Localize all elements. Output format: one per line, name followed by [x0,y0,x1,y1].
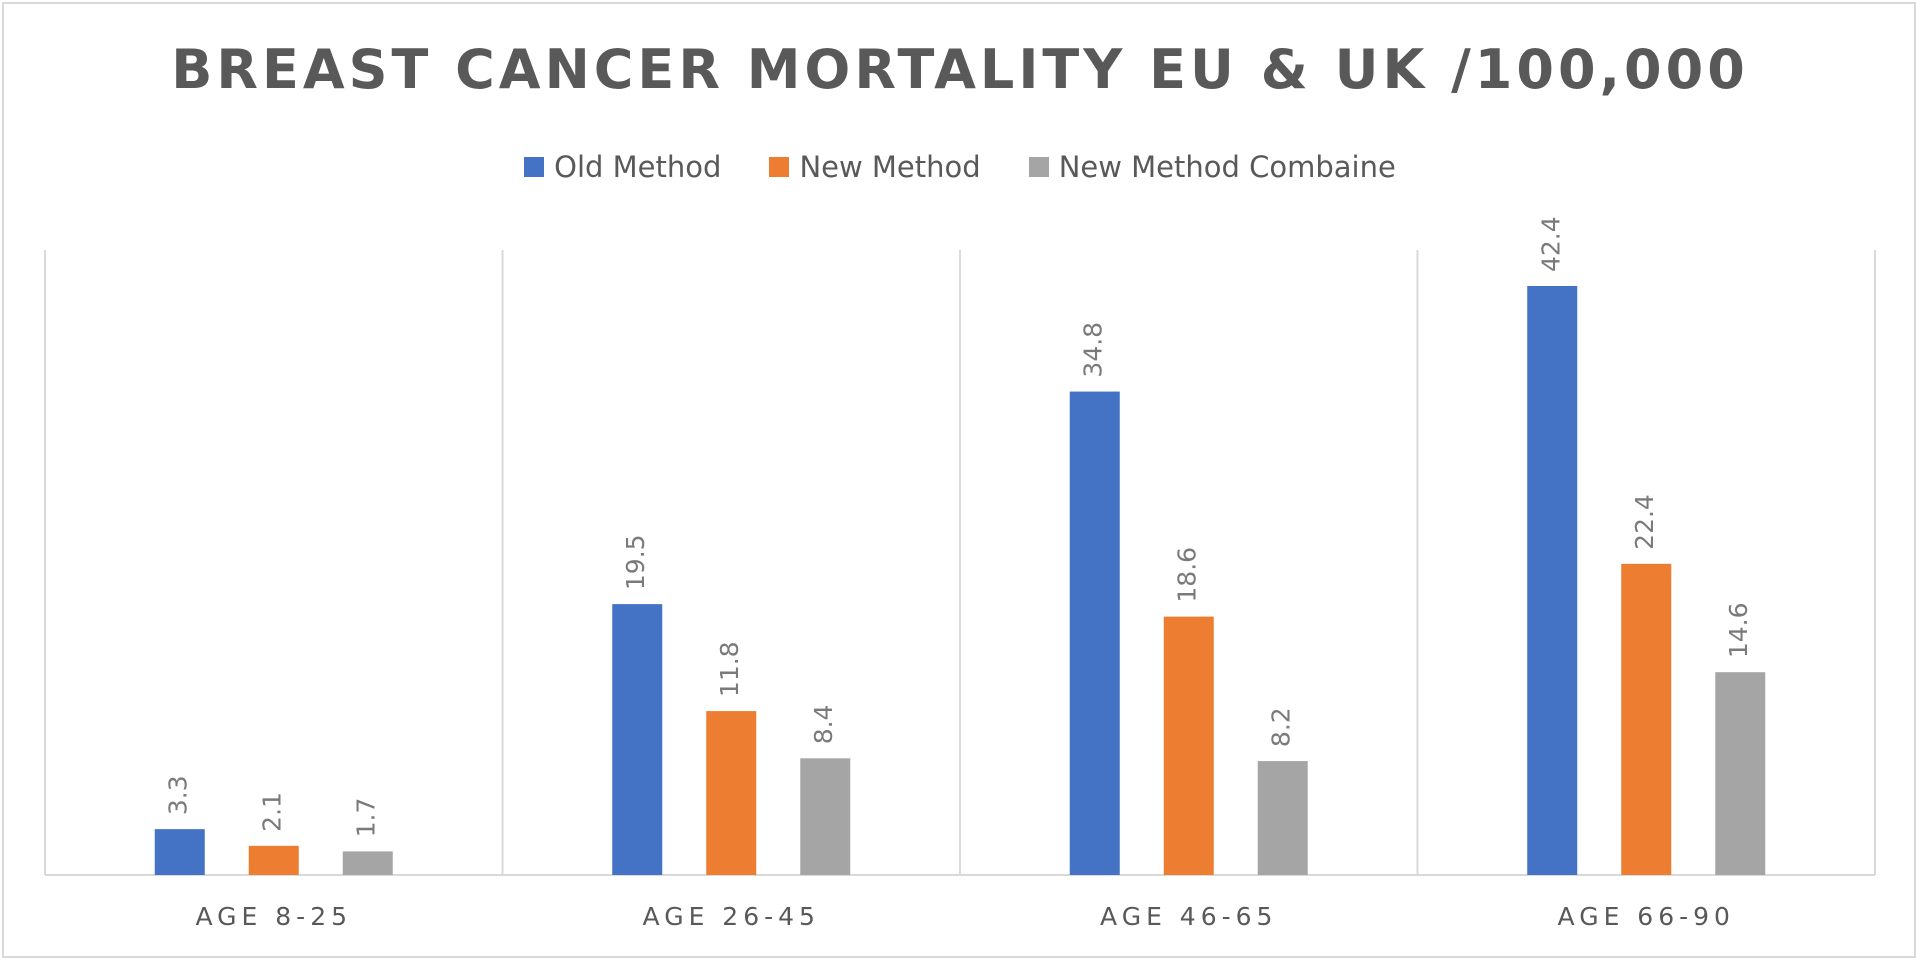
bar-new-method-age-8-25 [248,845,299,875]
bar-new-method-age-26-45 [706,711,757,875]
data-label-new-method-combaine-age-8-25: 1.7 [352,798,381,838]
legend-swatch-old-method [524,157,545,177]
data-label-new-method-age-26-45: 11.8 [715,641,744,697]
x-tick-label-age-66-90: AGE 66-90 [1558,902,1735,931]
x-tick-label-age-8-25: AGE 8-25 [195,902,352,931]
bar-old-method-age-8-25 [154,829,205,875]
legend-label-old-method: Old Method [554,150,722,184]
bar-old-method-age-66-90 [1527,286,1578,875]
bar-new-method-age-46-65 [1163,616,1214,875]
legend-item-new-method: New Method [769,150,981,184]
chart-title: BREAST CANCER MORTALITY EU & UK /100,000 [171,38,1749,101]
bar-old-method-age-26-45 [612,604,663,875]
data-label-new-method-combaine-age-26-45: 8.4 [809,705,838,745]
bar-new-method-combaine-age-66-90 [1715,672,1766,875]
data-label-new-method-age-66-90: 22.4 [1630,494,1659,550]
legend-item-new-method-combaine: New Method Combaine [1028,150,1396,184]
data-label-new-method-combaine-age-66-90: 14.6 [1724,603,1753,659]
legend-item-old-method: Old Method [524,150,721,184]
bar-new-method-age-66-90 [1621,563,1672,875]
legend-swatch-new-method [769,157,790,177]
data-label-new-method-combaine-age-46-65: 8.2 [1267,707,1296,747]
legend-label-new-method-combaine: New Method Combaine [1058,150,1396,184]
x-tick-label-age-46-65: AGE 46-65 [1100,902,1277,931]
data-label-new-method-age-46-65: 18.6 [1173,547,1202,603]
legend-label-new-method: New Method [799,150,981,184]
bar-old-method-age-46-65 [1069,391,1120,875]
x-tick-label-age-26-45: AGE 26-45 [643,902,820,931]
bar-new-method-combaine-age-26-45 [800,758,851,875]
data-label-old-method-age-8-25: 3.3 [164,775,193,815]
bar-new-method-combaine-age-8-25 [342,851,393,875]
legend: Old Method New Method New Method Combain… [0,150,1920,184]
bar-new-method-combaine-age-46-65 [1257,761,1308,875]
data-label-old-method-age-66-90: 42.4 [1536,216,1565,272]
data-label-old-method-age-46-65: 34.8 [1079,322,1108,378]
data-label-old-method-age-26-45: 19.5 [621,534,650,590]
legend-swatch-new-method-combaine [1028,157,1049,177]
data-label-new-method-age-8-25: 2.1 [258,792,287,832]
